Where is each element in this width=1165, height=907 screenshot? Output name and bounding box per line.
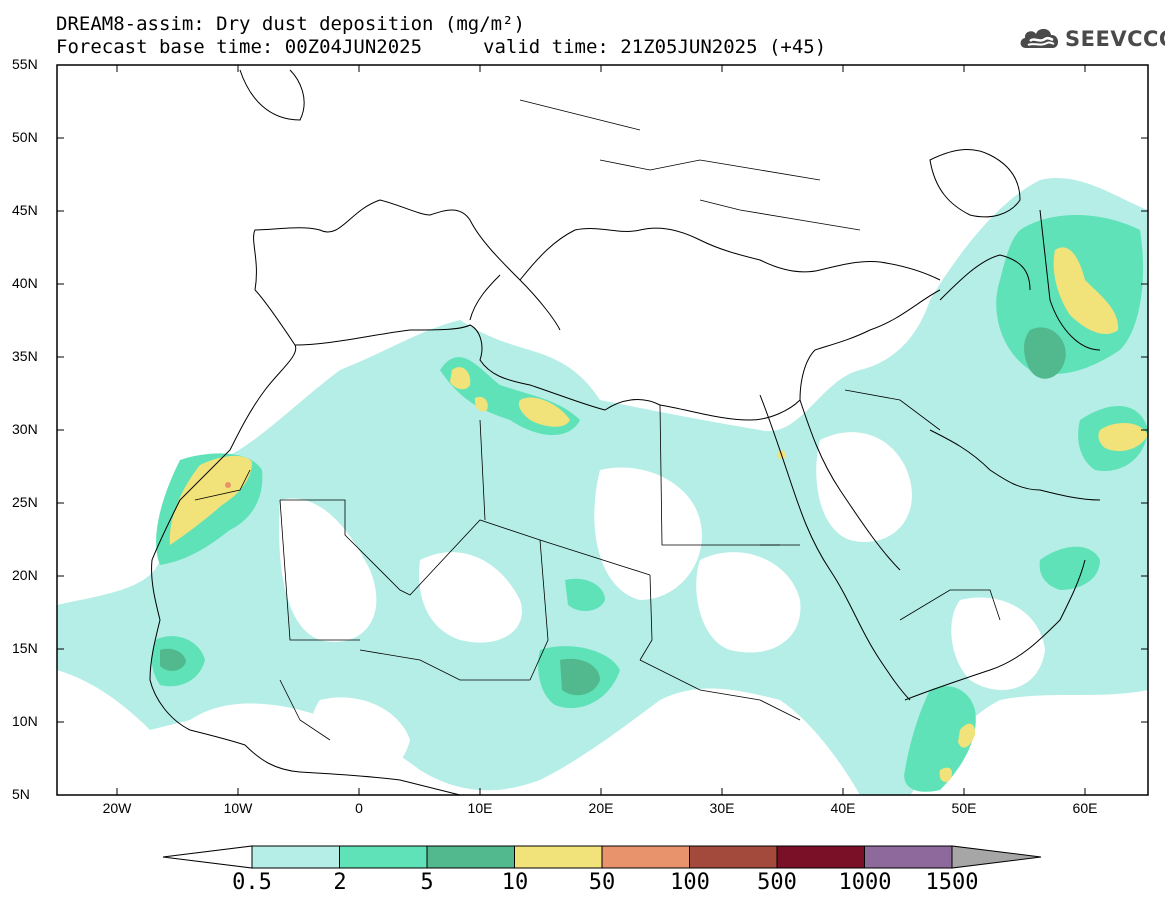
lon-ticks xyxy=(116,65,1086,795)
lat-label: 20N xyxy=(12,567,38,583)
lon-label: 30E xyxy=(709,800,735,816)
lat-label: 35N xyxy=(12,348,38,364)
seevccc-logo: SEEVCCC xyxy=(1018,24,1165,54)
lat-label: 25N xyxy=(12,494,38,510)
colorbar-label: 0.5 xyxy=(232,870,272,895)
forecast-base-time: Forecast base time: 00Z04JUN2025 xyxy=(56,36,423,58)
cloud-icon xyxy=(1018,24,1062,54)
lat-label: 15N xyxy=(12,640,38,656)
colorbar-label: 500 xyxy=(757,870,797,895)
dust-clear-areas xyxy=(279,432,1045,780)
colorbar-label: 1500 xyxy=(925,870,979,895)
lat-label: 30N xyxy=(12,421,38,437)
lat-label: 40N xyxy=(12,275,38,291)
lon-label: 0 xyxy=(355,800,363,816)
logo-text: SEEVCCC xyxy=(1065,27,1165,51)
dust-shading-yellow xyxy=(169,247,1148,782)
dust-shading-orange xyxy=(225,482,231,488)
map-title: DREAM8-assim: Dry dust deposition (mg/m²… xyxy=(56,13,525,35)
colorbar-label: 10 xyxy=(501,870,529,895)
colorbar-label: 100 xyxy=(670,870,710,895)
borders xyxy=(194,99,1001,741)
lat-label: 50N xyxy=(12,129,38,145)
colorbar-label: 2 xyxy=(333,870,347,895)
lat-label: 45N xyxy=(12,202,38,218)
coastlines xyxy=(149,69,1101,796)
lon-label: 50E xyxy=(951,800,977,816)
valid-time: valid time: 21Z05JUN2025 (+45) xyxy=(483,36,827,58)
lon-label: 10W xyxy=(223,800,253,816)
lon-label: 20E xyxy=(588,800,614,816)
colorbar-label: 1000 xyxy=(838,870,892,895)
colorbar-label: 5 xyxy=(420,870,434,895)
lon-label: 10E xyxy=(467,800,493,816)
lat-label: 5N xyxy=(12,786,30,802)
dust-shading-dark xyxy=(160,327,1066,696)
lon-label: 40E xyxy=(830,800,856,816)
lat-label: 55N xyxy=(12,56,38,72)
colorbar-label: 50 xyxy=(588,870,616,895)
lat-ticks xyxy=(57,64,1148,723)
lat-label: 10N xyxy=(12,713,38,729)
lon-label: 60E xyxy=(1072,800,1098,816)
lon-label: 20W xyxy=(102,800,132,816)
